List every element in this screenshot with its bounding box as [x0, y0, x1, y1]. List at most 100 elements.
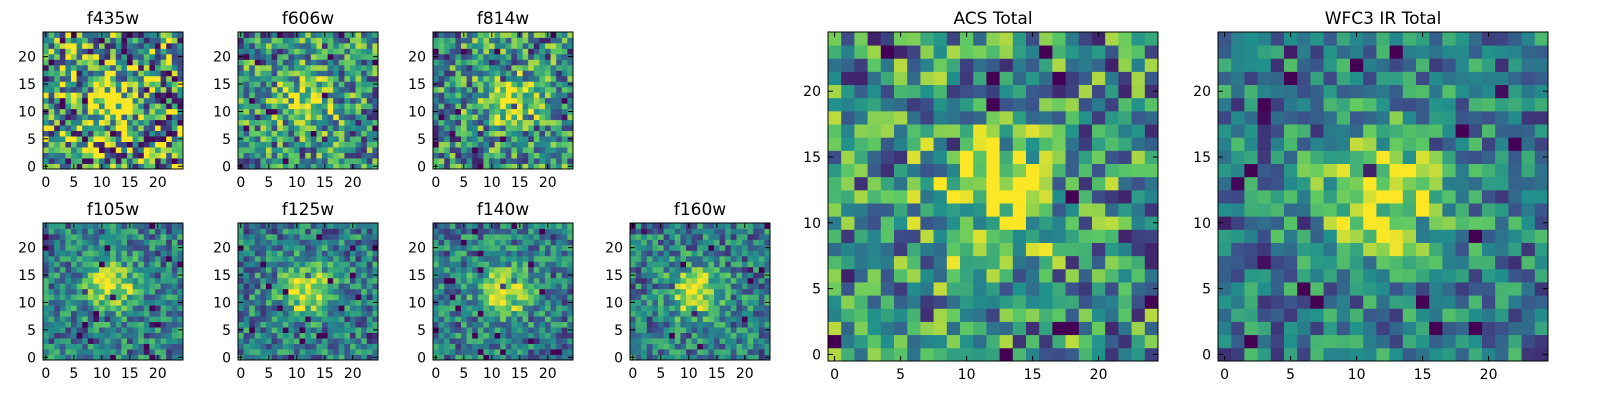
heatmap-cell: [1144, 308, 1159, 322]
heatmap-cell: [522, 141, 529, 148]
heatmap-cell: [127, 321, 133, 328]
heatmap-cell: [567, 305, 574, 312]
heatmap-cell: [533, 48, 540, 55]
heatmap-cell: [266, 272, 272, 279]
heatmap-cell: [489, 81, 495, 88]
heatmap-cell: [725, 327, 732, 333]
heatmap-cell: [550, 277, 557, 284]
panel-title: f105w: [87, 200, 139, 220]
heatmap-cell: [65, 37, 72, 44]
heatmap-cell: [177, 42, 184, 49]
heatmap-cell: [121, 86, 128, 93]
heatmap-cell: [747, 321, 754, 328]
heatmap-cell: [489, 125, 495, 132]
heatmap-cell: [238, 261, 244, 268]
heatmap-cell: [511, 59, 518, 66]
heatmap-cell: [65, 125, 72, 132]
heatmap-cell: [561, 332, 568, 339]
heatmap-cell: [433, 103, 439, 110]
heatmap-cell: [138, 233, 145, 240]
heatmap-cell: [160, 239, 167, 246]
heatmap-cell: [249, 70, 256, 77]
heatmap-cell: [171, 37, 178, 44]
heatmap-cell: [266, 316, 272, 323]
heatmap-cell: [243, 125, 250, 132]
heatmap-cell: [171, 163, 178, 170]
heatmap-cell: [472, 130, 479, 137]
heatmap-cell: [305, 316, 312, 323]
heatmap-cell: [243, 108, 250, 115]
heatmap-cell: [567, 37, 574, 44]
heatmap-cell: [344, 327, 351, 333]
heatmap-cell: [243, 136, 250, 142]
y-tick-label: 5: [27, 323, 36, 339]
heatmap-cell: [973, 255, 987, 270]
heatmap-cell: [680, 272, 687, 279]
heatmap-cell: [366, 332, 373, 339]
heatmap-cell: [477, 250, 484, 257]
heatmap-cell: [719, 277, 726, 284]
heatmap-cell: [854, 347, 868, 362]
heatmap-cell: [238, 97, 244, 104]
heatmap-cell: [747, 244, 754, 251]
heatmap-cell: [71, 125, 77, 132]
heatmap-cell: [483, 64, 490, 71]
heatmap-cell: [1131, 216, 1146, 230]
heatmap-cell: [160, 233, 167, 240]
heatmap-cell: [271, 158, 278, 164]
heatmap-cell: [177, 37, 184, 44]
heatmap-cell: [438, 228, 445, 235]
heatmap-cell: [282, 48, 289, 55]
heatmap-cell: [973, 203, 987, 217]
heatmap-cell: [461, 147, 467, 153]
heatmap-cell: [494, 228, 501, 235]
axes-frame: [42, 31, 184, 170]
heatmap-cell: [1039, 242, 1053, 257]
heatmap-cell: [93, 244, 100, 251]
heatmap-cell: [310, 321, 317, 328]
heatmap-cell: [355, 64, 362, 71]
heatmap-cell: [489, 48, 495, 55]
heatmap-cell: [556, 86, 563, 93]
heatmap-cell: [76, 305, 83, 312]
heatmap-cell: [249, 152, 256, 159]
heatmap-cell: [933, 163, 948, 178]
heatmap-cell: [686, 261, 692, 268]
heatmap-cell: [260, 86, 267, 93]
heatmap-cell: [305, 81, 312, 88]
heatmap-cell: [539, 332, 546, 339]
heatmap-cell: [344, 316, 351, 323]
heatmap-cell: [282, 37, 289, 44]
heatmap-cell: [260, 244, 267, 251]
heatmap-cell: [333, 244, 340, 251]
heatmap-cell: [171, 354, 178, 361]
heatmap-cell: [500, 48, 507, 55]
heatmap-cell: [132, 32, 139, 38]
heatmap-cell: [322, 239, 328, 246]
heatmap-cell: [355, 223, 362, 229]
heatmap-cell: [528, 349, 535, 355]
heatmap-cell: [104, 37, 111, 44]
heatmap-cell: [310, 338, 317, 344]
heatmap-cell: [82, 119, 89, 126]
heatmap-cell: [115, 354, 122, 361]
heatmap-cell: [121, 299, 128, 306]
heatmap-cell: [350, 125, 356, 132]
heatmap-cell: [260, 283, 267, 290]
heatmap-cell: [477, 103, 484, 110]
heatmap-cell: [87, 97, 94, 104]
heatmap-cell: [753, 266, 760, 273]
heatmap-cell: [243, 103, 250, 110]
heatmap-cell: [522, 48, 529, 55]
heatmap-cell: [59, 32, 66, 38]
heatmap-cell: [121, 354, 128, 361]
heatmap-cell: [305, 53, 312, 60]
heatmap-cell: [505, 277, 512, 284]
heatmap-cell: [489, 310, 495, 317]
heatmap-cell: [747, 343, 754, 350]
heatmap-cell: [550, 266, 557, 273]
heatmap-cell: [316, 97, 323, 104]
heatmap-cell: [691, 305, 698, 312]
heatmap-cell: [327, 53, 334, 60]
heatmap-cell: [758, 310, 765, 317]
